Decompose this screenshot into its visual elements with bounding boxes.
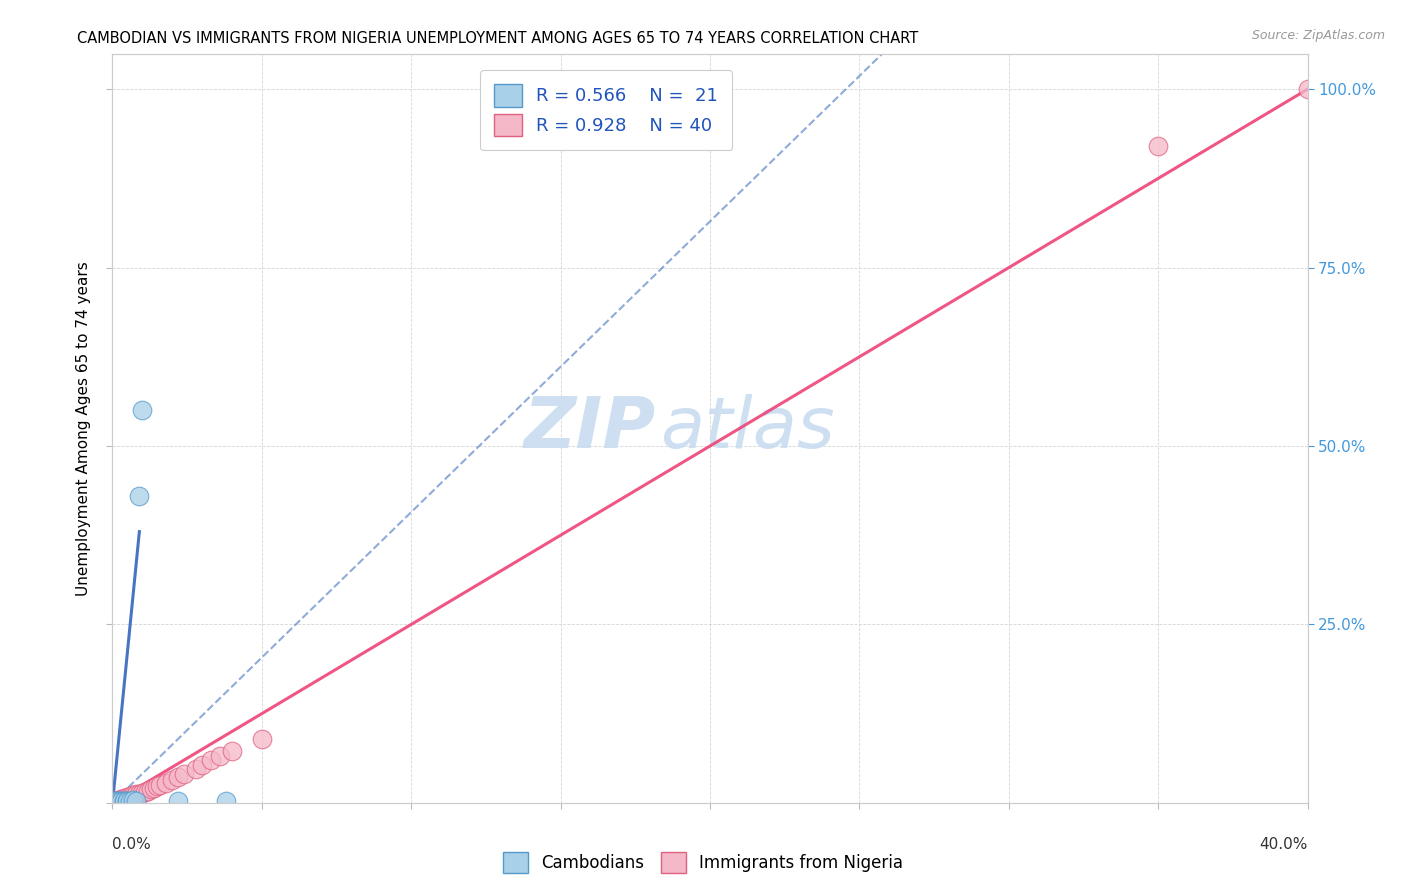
Text: 40.0%: 40.0% xyxy=(1260,837,1308,852)
Y-axis label: Unemployment Among Ages 65 to 74 years: Unemployment Among Ages 65 to 74 years xyxy=(76,260,91,596)
Point xyxy=(122,789,145,804)
Point xyxy=(162,772,183,787)
Point xyxy=(120,794,142,808)
Point xyxy=(110,793,132,807)
Point xyxy=(125,794,148,808)
Point xyxy=(117,791,139,805)
Point xyxy=(221,744,243,758)
Text: 0.0%: 0.0% xyxy=(112,837,152,852)
Point xyxy=(186,762,208,776)
Point xyxy=(149,778,172,792)
Point xyxy=(209,749,232,764)
Point xyxy=(120,789,142,803)
Point xyxy=(107,794,129,808)
Point xyxy=(101,795,124,809)
Point xyxy=(117,794,139,808)
Point xyxy=(101,795,124,809)
Point xyxy=(104,795,127,809)
Point xyxy=(131,786,153,800)
Point xyxy=(191,758,214,772)
Point xyxy=(104,795,127,809)
Point xyxy=(107,794,129,808)
Point xyxy=(131,403,153,417)
Legend: R = 0.566    N =  21, R = 0.928    N = 40: R = 0.566 N = 21, R = 0.928 N = 40 xyxy=(479,70,733,150)
Point xyxy=(122,788,145,802)
Point xyxy=(167,794,190,808)
Point xyxy=(134,785,156,799)
Point xyxy=(200,753,222,767)
Point xyxy=(155,776,177,790)
Point xyxy=(250,731,273,746)
Legend: Cambodians, Immigrants from Nigeria: Cambodians, Immigrants from Nigeria xyxy=(496,846,910,880)
Point xyxy=(1147,139,1170,153)
Point xyxy=(128,787,150,801)
Point xyxy=(107,795,129,809)
Point xyxy=(104,795,127,809)
Point xyxy=(1296,82,1319,96)
Point xyxy=(114,794,135,808)
Point xyxy=(125,788,148,802)
Point xyxy=(107,793,129,807)
Text: ZIP: ZIP xyxy=(524,393,657,463)
Point xyxy=(125,787,148,801)
Text: CAMBODIAN VS IMMIGRANTS FROM NIGERIA UNEMPLOYMENT AMONG AGES 65 TO 74 YEARS CORR: CAMBODIAN VS IMMIGRANTS FROM NIGERIA UNE… xyxy=(77,31,918,46)
Point xyxy=(110,794,132,808)
Point xyxy=(101,796,124,810)
Point xyxy=(143,780,166,795)
Point xyxy=(117,794,139,808)
Point xyxy=(215,794,238,808)
Point xyxy=(110,791,132,805)
Text: atlas: atlas xyxy=(659,393,834,463)
Point xyxy=(101,796,124,810)
Point xyxy=(114,792,135,806)
Point xyxy=(128,489,150,503)
Point xyxy=(141,782,163,797)
Point xyxy=(120,790,142,805)
Point xyxy=(107,794,129,808)
Point xyxy=(138,783,160,797)
Point xyxy=(114,794,135,808)
Point xyxy=(114,790,135,805)
Text: Source: ZipAtlas.com: Source: ZipAtlas.com xyxy=(1251,29,1385,42)
Point xyxy=(173,767,195,781)
Point xyxy=(107,794,129,808)
Point xyxy=(104,794,127,808)
Point xyxy=(104,794,127,808)
Point xyxy=(146,780,169,794)
Point xyxy=(122,793,145,807)
Point xyxy=(117,790,139,805)
Point xyxy=(107,794,129,808)
Point xyxy=(167,770,190,784)
Point xyxy=(110,794,132,808)
